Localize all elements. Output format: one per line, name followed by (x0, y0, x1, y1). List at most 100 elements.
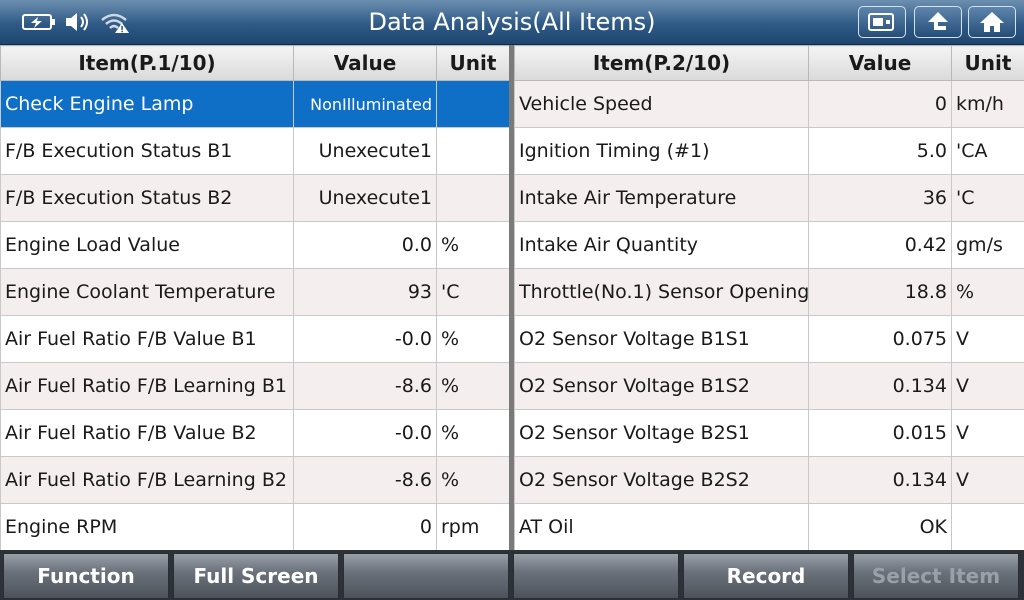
item-name: Air Fuel Ratio F/B Value B1 (0, 315, 294, 363)
data-tables: Item(P.1/10) Value Unit Check Engine Lam… (0, 45, 1024, 551)
back-arrow-icon (928, 12, 948, 30)
item-unit: % (951, 268, 1024, 316)
item-value: 93 (293, 268, 437, 316)
item-value: NonIlluminated (293, 80, 437, 128)
item-value: -8.6 (293, 456, 437, 504)
item-value: 5.0 (808, 127, 952, 175)
item-name: Engine Coolant Temperature (0, 268, 294, 316)
item-name: F/B Execution Status B2 (0, 174, 294, 222)
select-item-button: Select Item (853, 553, 1019, 599)
item-value: 0.075 (808, 315, 952, 363)
left-table-header: Item(P.1/10) Value Unit (0, 45, 510, 81)
table-row[interactable]: O2 Sensor Voltage B2S1 0.015 V (514, 409, 1024, 457)
item-name: O2 Sensor Voltage B2S2 (514, 456, 809, 504)
item-unit (436, 127, 510, 175)
table-row[interactable]: Air Fuel Ratio F/B Value B1 -0.0% (0, 315, 510, 363)
item-value: -0.0 (293, 409, 437, 457)
item-value: 0.134 (808, 456, 952, 504)
table-divider (509, 45, 514, 550)
empty-button-3[interactable] (513, 553, 679, 599)
right-data-table: Item(P.2/10) Value Unit Vehicle Speed 0 km… (514, 45, 1024, 551)
table-row[interactable]: O2 Sensor Voltage B1S2 0.134 V (514, 362, 1024, 410)
status-icons (22, 8, 130, 36)
left-unit-header: Unit (436, 45, 510, 81)
home-icon (980, 12, 1004, 32)
item-value: 0 (293, 503, 437, 551)
item-unit: % (436, 221, 510, 269)
item-unit: % (436, 409, 510, 457)
item-value: 0.134 (808, 362, 952, 410)
item-value: -0.0 (293, 315, 437, 363)
table-row[interactable]: Engine Coolant Temperature 93 'C (0, 268, 510, 316)
item-value: Unexecute1 (293, 174, 437, 222)
item-unit: rpm (436, 503, 510, 551)
table-row[interactable]: Ignition Timing (#1) 5.0 'CA (514, 127, 1024, 175)
item-unit: 'C (951, 174, 1024, 222)
right-unit-header: Unit (951, 45, 1024, 81)
item-unit: % (436, 315, 510, 363)
left-value-header: Value (293, 45, 437, 81)
record-button[interactable]: Record (683, 553, 849, 599)
item-name: Ignition Timing (#1) (514, 127, 809, 175)
right-item-header[interactable]: Item(P.2/10) (514, 45, 809, 81)
item-unit: V (951, 456, 1024, 504)
item-value: 0 (808, 80, 952, 128)
table-row[interactable]: Intake Air Temperature 36 'C (514, 174, 1024, 222)
item-value: 18.8 (808, 268, 952, 316)
battery-icon (22, 14, 55, 30)
item-value: Unexecute1 (293, 127, 437, 175)
item-name: Intake Air Quantity (514, 221, 809, 269)
right-value-header: Value (808, 45, 952, 81)
table-row[interactable]: AT Oil OK (514, 503, 1024, 551)
table-row[interactable]: Air Fuel Ratio F/B Learning B1 -8.6% (0, 362, 510, 410)
table-row[interactable]: Engine Load Value 0.0% (0, 221, 510, 269)
title-bar: Data Analysis(All Items) (0, 0, 1024, 45)
item-name: Engine RPM (0, 503, 294, 551)
table-row[interactable]: F/B Execution Status B2 Unexecute1 (0, 174, 510, 222)
item-unit (436, 174, 510, 222)
item-value: 0.0 (293, 221, 437, 269)
bottom-toolbar: Function Full Screen Record Select Item (0, 550, 1024, 600)
item-unit (436, 80, 510, 128)
item-unit: V (951, 409, 1024, 457)
item-unit: gm/s (951, 221, 1024, 269)
speaker-icon (66, 13, 88, 31)
function-button[interactable]: Function (3, 553, 169, 599)
home-button[interactable] (968, 6, 1016, 38)
item-unit (951, 503, 1024, 551)
item-name: Throttle(No.1) Sensor Opening (514, 268, 809, 316)
table-row[interactable]: O2 Sensor Voltage B2S2 0.134 V (514, 456, 1024, 504)
item-unit: V (951, 315, 1024, 363)
left-item-header[interactable]: Item(P.1/10) (0, 45, 294, 81)
table-row[interactable]: O2 Sensor Voltage B1S1 0.075 V (514, 315, 1024, 363)
table-row[interactable]: Check Engine Lamp NonIlluminated (0, 80, 510, 128)
table-row[interactable]: F/B Execution Status B1 Unexecute1 (0, 127, 510, 175)
full-screen-button[interactable]: Full Screen (173, 553, 339, 599)
item-unit: 'CA (951, 127, 1024, 175)
item-unit: % (436, 456, 510, 504)
item-name: Air Fuel Ratio F/B Value B2 (0, 409, 294, 457)
item-value: 0.015 (808, 409, 952, 457)
item-name: AT Oil (514, 503, 809, 551)
table-row[interactable]: Air Fuel Ratio F/B Value B2 -0.0% (0, 409, 510, 457)
item-value: OK (808, 503, 952, 551)
item-name: Intake Air Temperature (514, 174, 809, 222)
table-row[interactable]: Throttle(No.1) Sensor Opening 18.8% (514, 268, 1024, 316)
table-row[interactable]: Intake Air Quantity 0.42 gm/s (514, 221, 1024, 269)
item-name: Check Engine Lamp (0, 80, 294, 128)
table-row[interactable]: Vehicle Speed 0 km/h (514, 80, 1024, 128)
table-row[interactable]: Air Fuel Ratio F/B Learning B2 -8.6% (0, 456, 510, 504)
screenshot-button[interactable] (858, 6, 906, 38)
empty-button-2[interactable] (343, 553, 509, 599)
item-unit: % (436, 362, 510, 410)
right-table-header: Item(P.2/10) Value Unit (514, 45, 1024, 81)
item-name: Engine Load Value (0, 221, 294, 269)
item-unit: V (951, 362, 1024, 410)
item-name: O2 Sensor Voltage B1S1 (514, 315, 809, 363)
back-button[interactable] (914, 6, 962, 38)
page-title: Data Analysis(All Items) (368, 8, 656, 36)
item-name: O2 Sensor Voltage B2S1 (514, 409, 809, 457)
table-row[interactable]: Engine RPM 0 rpm (0, 503, 510, 551)
wifi-warning-icon (101, 13, 129, 33)
item-value: -8.6 (293, 362, 437, 410)
